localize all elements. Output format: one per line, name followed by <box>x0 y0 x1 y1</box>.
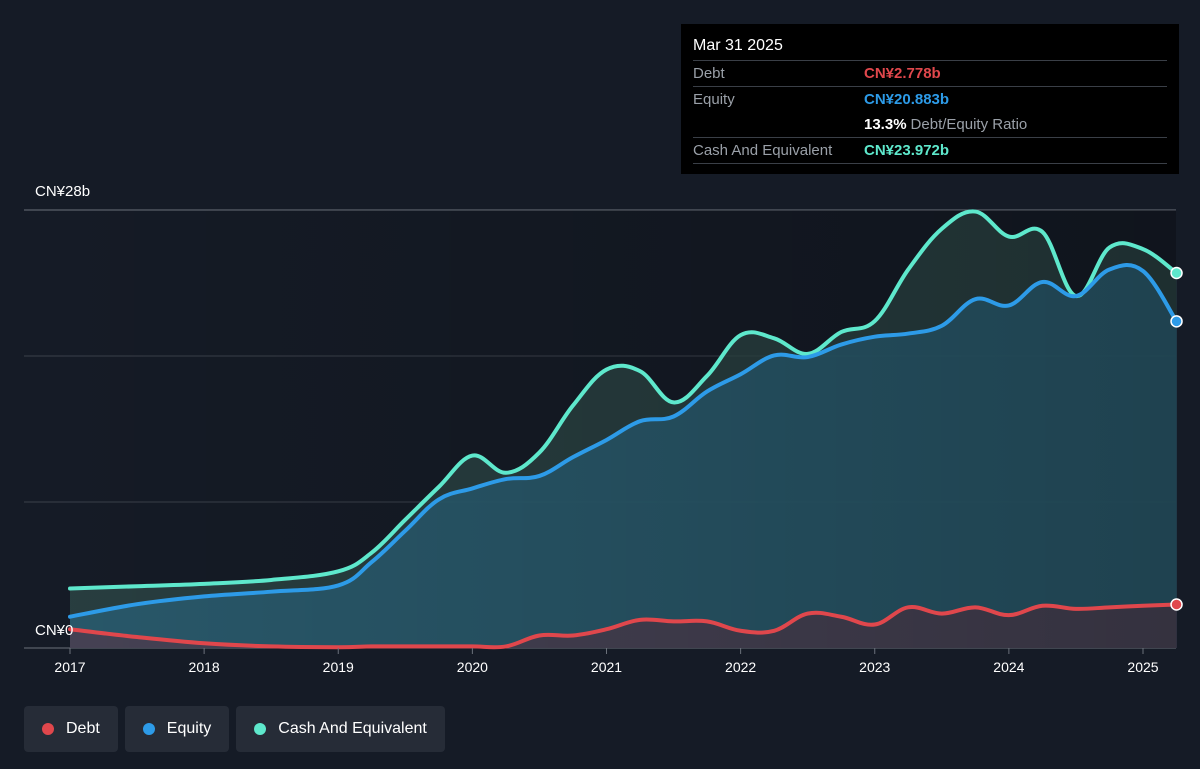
x-tick-label: 2019 <box>323 659 354 675</box>
legend-item-debt[interactable]: Debt <box>24 706 118 752</box>
x-tick-label: 2017 <box>54 659 85 675</box>
tooltip-equity-label: Equity <box>693 91 735 108</box>
chart-legend: Debt Equity Cash And Equivalent <box>24 706 445 752</box>
tooltip-equity-value: CN¥20.883b <box>864 91 950 108</box>
legend-dot-debt <box>42 723 54 735</box>
x-tick-label: 2024 <box>993 659 1024 675</box>
tooltip-row-ratio: 13.3% Debt/Equity Ratio <box>693 112 1167 137</box>
legend-item-equity[interactable]: Equity <box>124 706 230 752</box>
y-axis-bottom-label: CN¥0 <box>35 622 74 639</box>
tooltip-panel: Mar 31 2025 Debt CN¥2.778b Equity CN¥20.… <box>681 24 1179 174</box>
tooltip-row-debt: Debt CN¥2.778b <box>693 60 1167 86</box>
endpoint-equity[interactable] <box>1170 315 1183 328</box>
x-tick-label: 2022 <box>725 659 756 675</box>
x-tick-label: 2023 <box>859 659 890 675</box>
line-cash-and-equivalent <box>68 209 1179 591</box>
line-equity <box>68 263 1179 619</box>
tooltip-cash-value: CN¥23.972b <box>864 142 950 159</box>
tooltip-cash-label: Cash And Equivalent <box>693 142 833 159</box>
line-debt <box>68 602 1179 650</box>
tooltip-debt-value: CN¥2.778b <box>864 65 941 82</box>
plot-shade <box>24 210 1176 648</box>
tooltip-row-equity: Equity CN¥20.883b <box>693 86 1167 112</box>
legend-dot-equity <box>142 723 155 735</box>
tooltip-ratio-value: 13.3% <box>864 116 907 133</box>
series-lines <box>68 209 1179 650</box>
endpoint-cash-and-equivalent[interactable] <box>1170 266 1183 280</box>
y-axis-top-label: CN¥28b <box>35 183 91 200</box>
series-endpoints <box>1170 266 1183 611</box>
tooltip-date: Mar 31 2025 <box>693 37 783 54</box>
legend-item-cash[interactable]: Cash And Equivalent <box>236 706 445 752</box>
tooltip-debt-label: Debt <box>693 65 725 82</box>
x-tick-label: 2021 <box>591 659 622 675</box>
x-axis: 2017 2018 2019 2020 2021 2022 2023 2024 2025 <box>54 648 1159 675</box>
x-tick-label: 2025 <box>1127 659 1158 675</box>
tooltip-ratio-label: Debt/Equity Ratio <box>910 116 1028 133</box>
legend-label-equity: Equity <box>166 720 212 737</box>
tooltip-row-cash: Cash And Equivalent CN¥23.972b <box>693 137 1167 164</box>
legend-label-cash: Cash And Equivalent <box>278 720 427 737</box>
endpoint-debt[interactable] <box>1170 598 1183 611</box>
legend-label-debt: Debt <box>66 720 100 737</box>
x-tick-label: 2018 <box>189 659 220 675</box>
x-tick-label: 2020 <box>457 659 488 675</box>
legend-dot-cash <box>254 723 267 735</box>
